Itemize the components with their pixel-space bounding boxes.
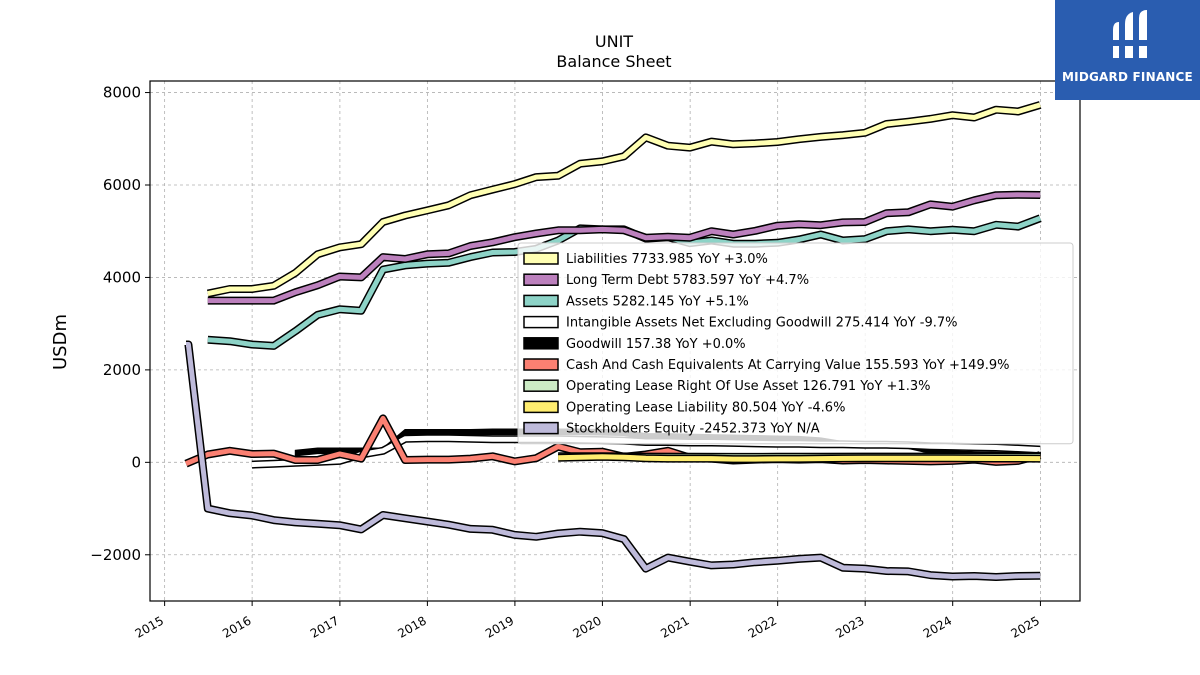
legend: Liabilities 7733.985 YoY +3.0% Long Term … (517, 242, 1074, 445)
legend-swatch-op_lease_rou (523, 379, 559, 392)
legend-swatch-liabilities (523, 252, 559, 265)
y-tick-label: 6000 (103, 176, 141, 194)
x-tick-label: 2018 (395, 613, 428, 640)
legend-label-intangible: Intangible Assets Net Excluding Goodwill… (566, 316, 957, 331)
y-tick-label: −2000 (90, 546, 141, 564)
legend-frame (517, 242, 1074, 445)
series-line-op_lease_liab (558, 454, 1041, 462)
legend-swatch-equity (523, 421, 559, 435)
legend-swatch-op_lease_liab (523, 400, 559, 414)
legend-swatch-cash (523, 358, 559, 371)
series-equity (184, 340, 1041, 581)
series-line-long_term_debt (207, 192, 1041, 304)
midgard-logo-icon (1111, 10, 1149, 58)
y-tick-label: 4000 (103, 268, 141, 286)
legend-label-cash: Cash And Cash Equivalents At Carrying Va… (566, 358, 1009, 373)
legend-label-goodwill: Goodwill 157.38 YoY +0.0% (566, 337, 746, 352)
y-axis-label: USDm (50, 314, 71, 370)
x-tick-label: 2022 (746, 613, 779, 640)
x-tick-label: 2017 (308, 613, 341, 640)
legend-label-assets: Assets 5282.145 YoY +5.1% (566, 294, 749, 309)
series-line-liabilities (207, 102, 1041, 297)
legend-label-liabilities: Liabilities 7733.985 YoY +3.0% (566, 252, 768, 267)
x-tick-label: 2023 (833, 613, 866, 640)
x-tick-label: 2015 (133, 613, 166, 640)
chart-title: UNIT (595, 32, 633, 51)
series-liabilities (206, 101, 1042, 298)
x-tick-label: 2025 (1008, 613, 1041, 640)
y-tick-label: 0 (131, 453, 141, 471)
x-tick-label: 2020 (570, 613, 603, 640)
logo-badge: MIDGARD FINANCE (1055, 0, 1200, 100)
x-tick-label: 2021 (658, 613, 691, 640)
series-line-equity (185, 342, 1041, 580)
legend-swatch-intangible (523, 315, 559, 329)
x-tick-label: 2016 (220, 613, 253, 640)
legend-swatch-long_term_debt (523, 273, 559, 286)
y-tick-label: 2000 (103, 361, 141, 379)
series-long_term_debt (207, 190, 1041, 305)
y-tick-label: 8000 (103, 84, 141, 102)
logo-brand-text: MIDGARD FINANCE (1062, 70, 1193, 84)
legend-label-long_term_debt: Long Term Debt 5783.597 YoY +4.7% (566, 273, 809, 288)
legend-swatch-goodwill (523, 337, 559, 350)
chart-subtitle: Balance Sheet (556, 52, 671, 71)
x-tick-label: 2019 (483, 613, 516, 640)
plot-frame (149, 80, 1081, 602)
series-op_lease_liab (558, 452, 1041, 464)
legend-label-op_lease_liab: Operating Lease Liability 80.504 YoY -4.… (566, 400, 845, 415)
x-tick-label: 2024 (921, 613, 954, 640)
legend-swatch-assets (523, 294, 559, 308)
legend-label-op_lease_rou: Operating Lease Right Of Use Asset 126.7… (566, 379, 930, 394)
legend-label-equity: Stockholders Equity -2452.373 YoY N/A (566, 422, 820, 437)
